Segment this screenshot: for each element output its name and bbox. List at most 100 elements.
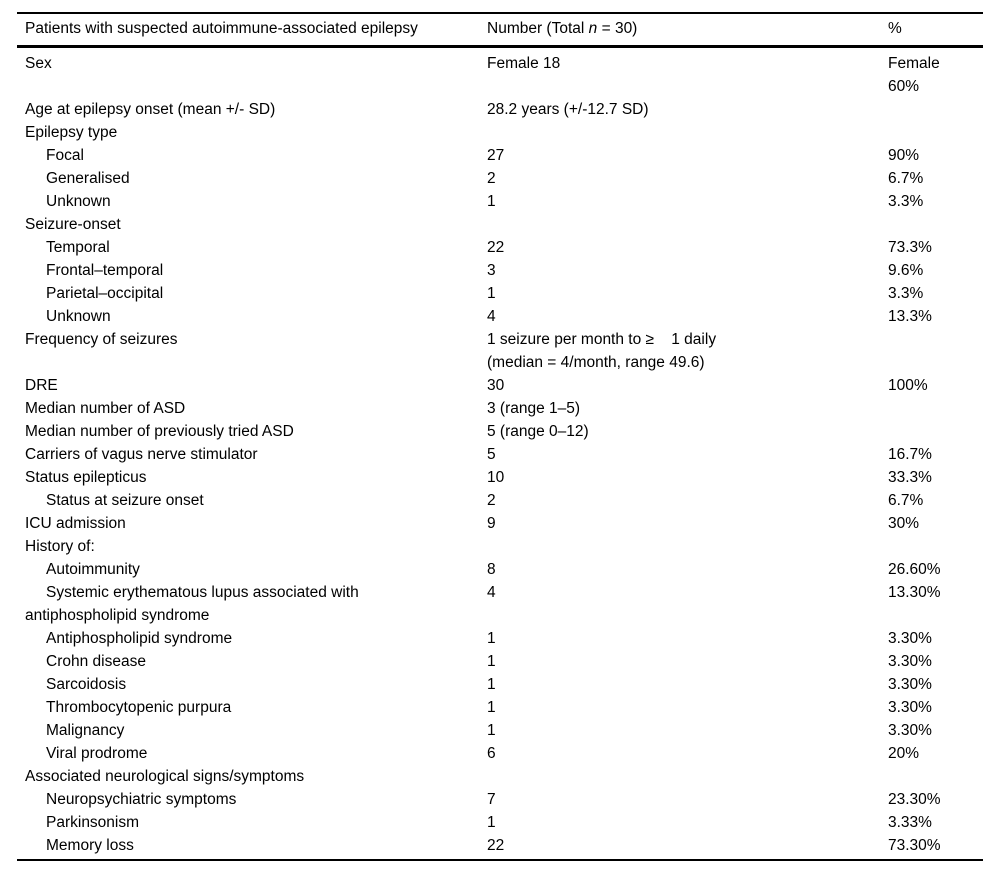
row-label: Median number of previously tried ASD xyxy=(25,422,294,440)
table-row: Sarcoidosis 1 3.30% xyxy=(17,673,983,696)
row-percent: 3.30% xyxy=(888,675,932,693)
table-row: Median number of ASD 3 (range 1–5) xyxy=(17,397,983,420)
table-header: Patients with suspected autoimmune-assoc… xyxy=(17,13,983,46)
row-percent: 20% xyxy=(888,744,920,762)
row-number: 1 xyxy=(487,284,496,302)
row-label: Memory loss xyxy=(46,836,134,854)
row-percent: 3.30% xyxy=(888,629,932,647)
row-number xyxy=(479,121,880,144)
row-label: Systemic erythematous lupus associated w… xyxy=(25,583,359,624)
row-number: 5 xyxy=(487,445,496,463)
row-label: Focal xyxy=(46,146,84,164)
table-row: Parkinsonism 1 3.33% xyxy=(17,811,983,834)
row-label: History of: xyxy=(25,537,95,555)
row-number: 2 xyxy=(487,169,496,187)
row-percent: 3.30% xyxy=(888,698,932,716)
row-percent: 13.30% xyxy=(888,583,941,601)
table-row: Temporal 22 73.3% xyxy=(17,236,983,259)
row-percent: Female 60% xyxy=(888,54,940,95)
row-percent: 23.30% xyxy=(888,790,941,808)
row-number: 2 xyxy=(487,491,496,509)
row-number: 27 xyxy=(487,146,505,164)
header-number-prefix: Number (Total xyxy=(487,20,589,38)
row-label: Unknown xyxy=(46,307,111,325)
table-row: Parietal–occipital 1 3.3% xyxy=(17,282,983,305)
row-number: 9 xyxy=(487,514,496,532)
row-number: 28.2 years (+/-12.7 SD) xyxy=(487,100,649,118)
row-number: 8 xyxy=(487,560,496,578)
row-number: 1 xyxy=(487,698,496,716)
header-number-n-italic: n xyxy=(588,20,598,38)
table-row: Epilepsy type xyxy=(17,121,983,144)
row-number: 1 xyxy=(487,192,496,210)
row-label: Neuropsychiatric symptoms xyxy=(46,790,237,808)
table-body: Sex Female 18 Female 60% Age at epilepsy… xyxy=(17,46,983,860)
row-label: Generalised xyxy=(46,169,130,187)
row-number: 10 xyxy=(487,468,505,486)
row-percent: 100% xyxy=(888,376,928,394)
row-percent: 73.3% xyxy=(888,238,932,256)
row-label: Frontal–temporal xyxy=(46,261,164,279)
column-header-number: Number (Total n = 30) xyxy=(479,13,880,46)
row-percent xyxy=(880,420,983,443)
row-label: Status epilepticus xyxy=(25,468,147,486)
row-percent: 90% xyxy=(888,146,920,164)
row-label: DRE xyxy=(25,376,58,394)
row-percent: 6.7% xyxy=(888,491,924,509)
row-number: 22 xyxy=(487,836,505,854)
row-percent: 13.3% xyxy=(888,307,932,325)
table-row: Thrombocytopenic purpura 1 3.30% xyxy=(17,696,983,719)
row-number: 4 xyxy=(487,583,496,601)
table-row: Unknown 4 13.3% xyxy=(17,305,983,328)
row-percent xyxy=(880,397,983,420)
row-number: 6 xyxy=(487,744,496,762)
table-row: Carriers of vagus nerve stimulator 5 16.… xyxy=(17,443,983,466)
row-percent: 73.30% xyxy=(888,836,941,854)
row-percent: 33.3% xyxy=(888,468,932,486)
row-number: 5 (range 0–12) xyxy=(487,422,589,440)
row-label: ICU admission xyxy=(25,514,126,532)
row-label: Viral prodrome xyxy=(46,744,148,762)
table-row: Systemic erythematous lupus associated w… xyxy=(17,581,983,627)
row-percent: 6.7% xyxy=(888,169,924,187)
row-percent xyxy=(880,98,983,121)
column-header-patients: Patients with suspected autoimmune-assoc… xyxy=(25,20,418,38)
row-number: 1 xyxy=(487,721,496,739)
table-row: Crohn disease 1 3.30% xyxy=(17,650,983,673)
row-label: Crohn disease xyxy=(46,652,146,670)
header-row: Patients with suspected autoimmune-assoc… xyxy=(17,13,983,46)
table-row: Unknown 1 3.3% xyxy=(17,190,983,213)
row-number: 3 xyxy=(487,261,496,279)
row-number: Female 18 xyxy=(487,54,561,72)
row-percent xyxy=(880,121,983,144)
row-number: 7 xyxy=(487,790,496,808)
row-percent xyxy=(880,328,983,374)
row-label: Associated neurological signs/symptoms xyxy=(25,767,305,785)
row-number: 4 xyxy=(487,307,496,325)
row-label: Age at epilepsy onset (mean +/- SD) xyxy=(25,100,276,118)
row-label: Carriers of vagus nerve stimulator xyxy=(25,445,258,463)
row-percent: 30% xyxy=(888,514,920,532)
row-percent: 3.30% xyxy=(888,652,932,670)
row-number xyxy=(479,213,880,236)
table-row: History of: xyxy=(17,535,983,558)
row-number: 1 xyxy=(487,813,496,831)
row-number: 1 xyxy=(487,675,496,693)
table-row: Status epilepticus 10 33.3% xyxy=(17,466,983,489)
row-label: Temporal xyxy=(46,238,110,256)
row-percent: 3.3% xyxy=(888,284,924,302)
row-label: Malignancy xyxy=(46,721,125,739)
row-label: Parkinsonism xyxy=(46,813,140,831)
row-label: Parietal–occipital xyxy=(46,284,164,302)
table-row: Frequency of seizures 1 seizure per mont… xyxy=(17,328,983,374)
column-header-percent: % xyxy=(888,20,902,38)
table-row: Autoimmunity 8 26.60% xyxy=(17,558,983,581)
table-row: Seizure-onset xyxy=(17,213,983,236)
table-row: Associated neurological signs/symptoms xyxy=(17,765,983,788)
row-percent: 3.3% xyxy=(888,192,924,210)
row-percent: 3.33% xyxy=(888,813,932,831)
table-row: DRE 30 100% xyxy=(17,374,983,397)
row-percent: 3.30% xyxy=(888,721,932,739)
table-row: Viral prodrome 6 20% xyxy=(17,742,983,765)
